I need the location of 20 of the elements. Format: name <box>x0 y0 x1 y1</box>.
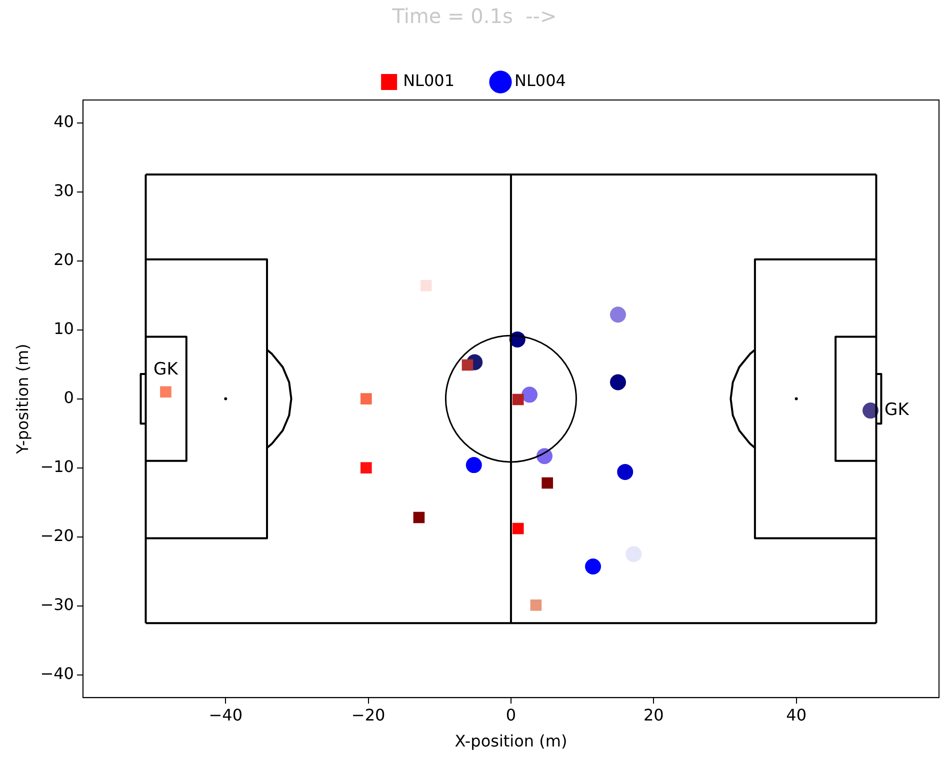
x-tick-label: 0 <box>506 705 516 724</box>
y-tick-label: 40 <box>54 112 74 131</box>
y-tick-label: 20 <box>54 250 74 269</box>
y-tick-label: 10 <box>54 318 74 338</box>
legend-label: NL001 <box>403 71 454 90</box>
y-tick-label: −20 <box>40 526 74 545</box>
x-tick-label: 40 <box>786 705 807 724</box>
x-tick-label: −40 <box>208 705 243 724</box>
y-tick-label: 0 <box>64 388 74 407</box>
x-tick-label: 20 <box>643 705 664 724</box>
y-tick-label: −40 <box>40 664 74 683</box>
y-tick-label: −10 <box>40 456 74 476</box>
y-tick-label: 30 <box>54 180 74 200</box>
legend-label: NL004 <box>514 71 566 90</box>
annotation: GK <box>154 359 179 380</box>
y-axis-title: Y-position (m) <box>12 344 32 455</box>
annotation: GK <box>884 400 910 420</box>
x-tick-label: −20 <box>351 705 386 724</box>
x-axis-title: X-position (m) <box>454 732 568 751</box>
y-tick-label: −30 <box>40 594 74 614</box>
